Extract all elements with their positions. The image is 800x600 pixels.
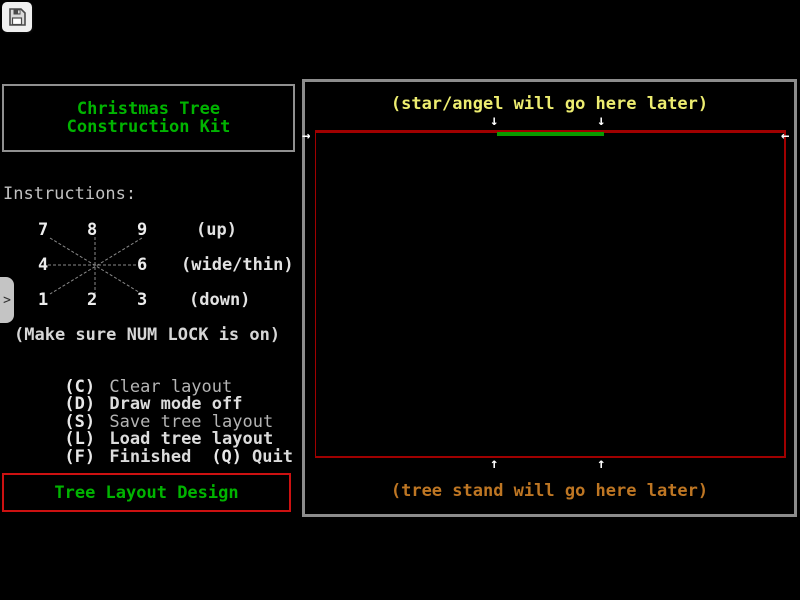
arrow-up-icon: ↑: [597, 456, 606, 472]
arrow-down-icon: ↓: [490, 113, 499, 129]
menu-key: (Q): [211, 446, 243, 467]
numpad-label-down: (down): [189, 290, 251, 310]
menu-item-finished-quit: (F) Finished (Q) Quit: [3, 431, 297, 466]
menu-key: (F): [64, 446, 96, 467]
numpad-key-1: 1: [38, 290, 49, 310]
numpad-label-wide-thin: (wide/thin): [181, 255, 294, 275]
menu-item-load-layout: (L) Load tree layout: [3, 414, 297, 448]
tree-top-segment: [497, 132, 604, 136]
save-button[interactable]: [2, 2, 32, 32]
tree-canvas-panel[interactable]: [302, 79, 797, 517]
arrow-right-icon: →: [302, 128, 311, 144]
menu-label: Clear layout: [109, 376, 233, 397]
menu-key: (D): [64, 394, 96, 414]
numpad-key-4: 4: [38, 255, 49, 275]
mode-title: Tree Layout Design: [54, 482, 239, 503]
tree-drawing-area[interactable]: [315, 130, 786, 458]
menu-item-save-layout: (S) Save tree layout: [3, 396, 297, 431]
save-icon: [7, 7, 27, 27]
tree-stand-placeholder-caption: (tree stand will go here later): [390, 481, 709, 501]
numpad-key-6: 6: [137, 255, 148, 275]
arrow-left-icon: ←: [781, 128, 790, 144]
menu-key: (L): [64, 429, 96, 449]
numpad-diagram: 7 8 9 (up) 4 6 (wide/thin) 1 2 3 (down): [0, 215, 294, 315]
numpad-key-9: 9: [137, 220, 148, 240]
menu-key: (C): [64, 376, 96, 397]
mode-title-box: Tree Layout Design: [2, 473, 291, 512]
numpad-label-up: (up): [196, 220, 237, 240]
menu-label: Draw mode off: [109, 394, 243, 414]
chevron-right-icon: >: [3, 292, 11, 308]
app-title-line1: Christmas Tree: [76, 99, 221, 119]
instructions-label: Instructions:: [3, 184, 137, 204]
numlock-note: (Make sure NUM LOCK is on): [14, 325, 281, 345]
menu-key: (S): [64, 411, 96, 432]
command-menu: (C) Clear layout (D) Draw mode off (S) Save…: [3, 361, 297, 466]
menu-label: Quit: [252, 446, 293, 467]
menu-item-clear-layout: (C) Clear layout: [3, 361, 297, 396]
numpad-key-2: 2: [87, 290, 98, 310]
arrow-down-icon: ↓: [597, 113, 606, 129]
panel-toggle-tab[interactable]: >: [0, 277, 14, 323]
menu-label: Finished: [109, 446, 192, 467]
menu-item-draw-mode: (D) Draw mode off: [3, 379, 297, 413]
numpad-key-7: 7: [38, 220, 49, 240]
numpad-key-3: 3: [137, 290, 148, 310]
app-title-box: Christmas Tree Construction Kit: [2, 84, 295, 152]
arrow-up-icon: ↑: [490, 456, 499, 472]
menu-label: Save tree layout: [109, 411, 274, 432]
app-title-line2: Construction Kit: [66, 117, 231, 137]
numpad-key-8: 8: [87, 220, 98, 240]
menu-label: Load tree layout: [109, 429, 274, 449]
star-placeholder-caption: (star/angel will go here later): [390, 94, 709, 114]
numpad-direction-lines: [48, 237, 144, 295]
